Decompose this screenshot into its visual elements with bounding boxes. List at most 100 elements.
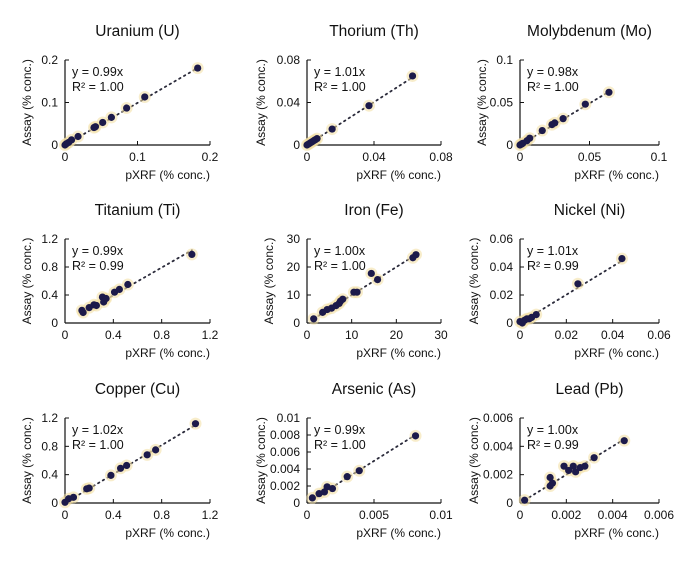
data-point [581,100,589,108]
data-point [308,494,316,502]
y-tick-label: 0 [506,316,513,330]
data-point [85,484,93,492]
data-point [143,451,151,459]
data-point [107,471,115,479]
trend-line [519,259,623,324]
x-tick-label: 0.005 [359,508,389,522]
scatter-panel: Uranium (U) 0 0.1 0.2 0 0.1 0.2 pXRF (% conc.) A… [20,23,219,182]
data-point [572,468,580,476]
x-axis-label: pXRF (% conc.) [125,168,210,182]
x-tick-label: 0.006 [644,508,674,522]
x-tick-label: 0.004 [598,508,628,522]
x-axis-label: pXRF (% conc.) [356,346,441,360]
y-tick-label: 0.8 [41,439,58,453]
y-tick-label: 0.05 [490,96,514,110]
y-axis-label: Assay (% conc.) [20,417,34,504]
r-squared: R² = 1.00 [72,80,124,94]
data-point [546,473,554,482]
regression-equation: y = 0.99x [72,244,124,258]
data-point [373,276,382,284]
r-squared: R² = 1.00 [527,80,579,94]
data-point [574,280,582,288]
data-point [124,280,132,289]
x-tick-label: 0.06 [647,328,671,342]
x-tick-label: 0 [517,150,524,164]
data-point [353,288,361,296]
data-point [618,255,626,263]
y-tick-label: 0.08 [277,53,301,67]
x-tick-label: 0 [62,508,69,522]
data-point [69,493,78,501]
y-tick-label: 0 [51,496,58,510]
data-point [141,93,149,101]
data-point [526,134,534,142]
x-tick-label: 0.04 [362,150,386,164]
y-tick-label: 0.004 [270,462,300,476]
data-point [538,126,546,135]
scatter-panel: Arsenic (As) 0 0.002 0.004 0.006 0.008 0.01 0 0.… [254,381,453,540]
x-tick-label: 0.4 [105,508,122,522]
r-squared: R² = 1.00 [314,438,366,452]
data-point [123,104,131,112]
x-axis-label: pXRF (% conc.) [574,526,659,540]
data-point [310,315,318,323]
y-tick-label: 30 [287,232,301,246]
y-tick-label: 0.006 [483,411,513,425]
y-tick-label: 0.002 [483,468,513,482]
data-point [99,118,107,127]
chart-title: Nickel (Ni) [554,202,625,219]
y-tick-label: 0.008 [270,428,300,442]
data-point [532,311,540,319]
x-tick-label: 0.8 [153,328,170,342]
y-tick-label: 0.1 [41,96,58,110]
data-point [116,464,125,472]
y-tick-label: 0.02 [490,288,514,302]
chart-title: Arsenic (As) [332,381,416,398]
data-point [328,125,336,133]
data-point [313,135,321,143]
y-tick-label: 0 [293,496,300,510]
y-tick-label: 0.8 [41,260,58,274]
trend-line [64,424,197,504]
regression-equation: y = 0.99x [314,423,366,437]
x-tick-label: 20 [390,328,404,342]
chart-title: Titanium (Ti) [95,202,181,219]
data-point [91,123,100,131]
data-point [559,115,567,123]
data-point [123,461,131,470]
trend-line [312,253,417,320]
x-tick-label: 0.01 [429,508,453,522]
data-point [620,437,628,445]
chart-title: Uranium (U) [95,23,179,40]
x-tick-label: 0 [304,150,311,164]
data-point [339,295,347,303]
x-tick-label: 1.2 [202,328,219,342]
data-point [79,308,87,317]
regression-equation: y = 1.02x [72,423,124,437]
x-tick-label: 0.8 [153,508,170,522]
data-point [107,113,115,121]
y-axis-label: Assay (% conc.) [262,238,276,325]
data-point [590,454,598,462]
y-tick-label: 0.004 [483,439,513,453]
data-point [365,102,373,110]
y-tick-label: 0 [51,138,58,152]
chart-title: Thorium (Th) [329,23,419,40]
y-tick-label: 0.4 [41,468,58,482]
data-point [565,466,573,475]
y-tick-label: 0 [293,138,300,152]
x-axis-label: pXRF (% conc.) [574,346,659,360]
x-tick-label: 0 [517,508,524,522]
data-point [521,496,529,504]
chart-title: Lead (Pb) [555,381,623,398]
x-axis-label: pXRF (% conc.) [356,168,441,182]
y-tick-label: 10 [287,288,301,302]
r-squared: R² = 0.99 [527,259,579,273]
scatter-panel: Copper (Cu) 0 0.4 0.8 1.2 0 0.4 0.8 1.2 pXRF (% c… [20,381,219,540]
data-point [569,462,577,470]
y-tick-label: 0 [506,138,513,152]
data-point [115,285,123,293]
regression-equation: y = 1.01x [527,244,579,258]
